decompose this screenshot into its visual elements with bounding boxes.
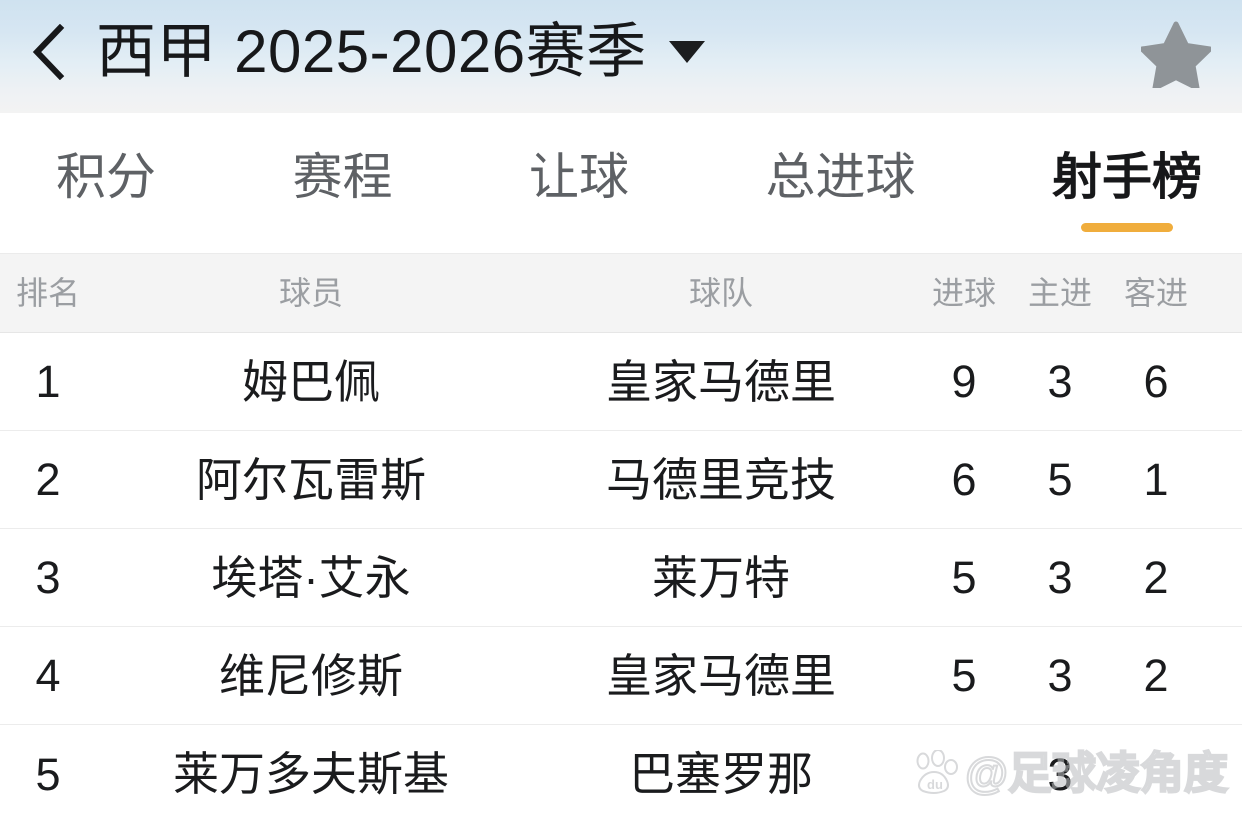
table-row[interactable]: 2 阿尔瓦雷斯 马德里竞技 6 5 1 [0,431,1242,529]
cell-goals: 5 [916,555,1012,600]
goals-value: 9 [951,356,977,407]
away-value: 2 [1143,552,1169,603]
column-header-away-cell: 客进 [1108,277,1204,309]
favorite-button[interactable] [1120,8,1232,100]
column-header-home-cell: 主进 [1012,277,1108,309]
cell-rank: 2 [0,457,96,502]
table-row[interactable]: 1 姆巴佩 皇家马德里 9 3 6 [0,333,1242,431]
chevron-left-icon [32,24,65,80]
column-header-rank: 排名 [15,275,80,311]
top-scorers-table: 排名 球员 球队 进球 主进 客进 1 姆巴佩 皇家马德里 9 3 [0,253,1242,823]
cell-away: 2 [1108,555,1204,600]
cell-rank: 5 [0,752,96,797]
away-value: 6 [1143,356,1169,407]
away-value: 1 [1143,454,1169,505]
back-button[interactable] [0,8,96,96]
team-name: 皇家马德里 [606,355,836,408]
tab-label: 赛程 [292,149,393,205]
cell-rank: 3 [0,555,96,600]
cell-team: 莱万特 [526,555,916,601]
cell-home: 3 [1012,359,1108,404]
home-value: 5 [1047,454,1073,505]
column-header-player-cell: 球员 [96,277,526,309]
table-row[interactable]: 3 埃塔·艾永 莱万特 5 3 2 [0,529,1242,627]
table-header-row: 排名 球员 球队 进球 主进 客进 [0,253,1242,333]
column-header-team: 球队 [688,275,753,311]
team-name: 巴塞罗那 [629,748,813,800]
cell-team: 皇家马德里 [526,653,916,699]
caret-down-icon [668,41,705,63]
rank-value: 1 [35,356,61,407]
cell-player: 维尼修斯 [96,653,526,699]
column-header-rank-cell: 排名 [0,277,96,309]
baidu-paw-icon: du [916,750,959,794]
tab-label: 总进球 [765,149,916,205]
cell-home: 5 [1012,457,1108,502]
player-name: 阿尔瓦雷斯 [196,453,426,506]
tab-total-goals[interactable]: 总进球 [756,113,926,241]
player-name: 埃塔·艾永 [211,551,411,604]
cell-goals: 9 [916,359,1012,404]
team-name: 皇家马德里 [606,649,836,702]
away-value: 2 [1143,650,1169,701]
column-header-away: 客进 [1123,275,1188,311]
cell-team: 马德里竞技 [526,457,916,503]
cell-home: 3 [1012,653,1108,698]
cell-team: 皇家马德里 [526,359,916,405]
team-name: 马德里竞技 [606,453,836,506]
home-value: 3 [1047,748,1073,800]
cell-home: 3 [1012,555,1108,600]
cell-team: 巴塞罗那 [526,751,916,797]
cell-goals: 6 [916,457,1012,502]
home-value: 3 [1047,356,1073,407]
cell-away: 2 [1108,653,1204,698]
player-name: 维尼修斯 [219,649,403,702]
goals-value: 6 [951,454,977,505]
tab-label: 射手榜 [1052,149,1202,205]
column-header-goals-cell: 进球 [916,277,1012,309]
tab-bar: 积分 赛程 让球 总进球 射手榜 [0,113,1242,253]
app-header: 西甲 2025-2026赛季 [0,0,1242,113]
rank-value: 4 [35,650,61,701]
cell-rank: 4 [0,653,96,698]
cell-away: 6 [1108,359,1204,404]
player-name: 莱万多夫斯基 [173,748,449,800]
tab-handicap[interactable]: 让球 [519,113,639,241]
cell-home: 3 [1012,752,1108,797]
player-name: 姆巴佩 [242,355,380,408]
cell-away: 1 [1108,457,1204,502]
cell-player: 埃塔·艾永 [96,555,526,601]
rank-value: 3 [35,552,61,603]
home-value: 3 [1047,552,1073,603]
star-filled-icon [1141,21,1211,88]
tab-label: 让球 [529,149,629,205]
svg-text:du: du [927,777,943,792]
tab-label: 积分 [56,149,156,205]
tab-fixtures[interactable]: 赛程 [283,113,403,241]
column-header-goals: 进球 [931,275,996,311]
cell-player: 阿尔瓦雷斯 [96,457,526,503]
cell-goals: 5 [916,653,1012,698]
season-selector[interactable]: 西甲 2025-2026赛季 [96,8,1120,96]
column-header-player: 球员 [278,275,343,311]
rank-value: 5 [35,748,61,800]
tab-standings[interactable]: 积分 [46,113,166,241]
column-header-home: 主进 [1027,275,1092,311]
team-name: 莱万特 [652,551,790,604]
column-header-team-cell: 球队 [526,277,916,309]
active-tab-indicator [1081,223,1173,232]
goals-value: 5 [951,552,977,603]
home-value: 3 [1047,650,1073,701]
cell-rank: 1 [0,359,96,404]
table-row[interactable]: 5 莱万多夫斯基 巴塞罗那 3 du @足球凌角度 [0,725,1242,823]
rank-value: 2 [35,454,61,505]
cell-player: 莱万多夫斯基 [96,751,526,797]
tab-top-scorers[interactable]: 射手榜 [1042,113,1212,241]
cell-player: 姆巴佩 [96,359,526,405]
goals-value: 5 [951,650,977,701]
table-row[interactable]: 4 维尼修斯 皇家马德里 5 3 2 [0,627,1242,725]
page-title: 西甲 2025-2026赛季 [96,18,647,85]
